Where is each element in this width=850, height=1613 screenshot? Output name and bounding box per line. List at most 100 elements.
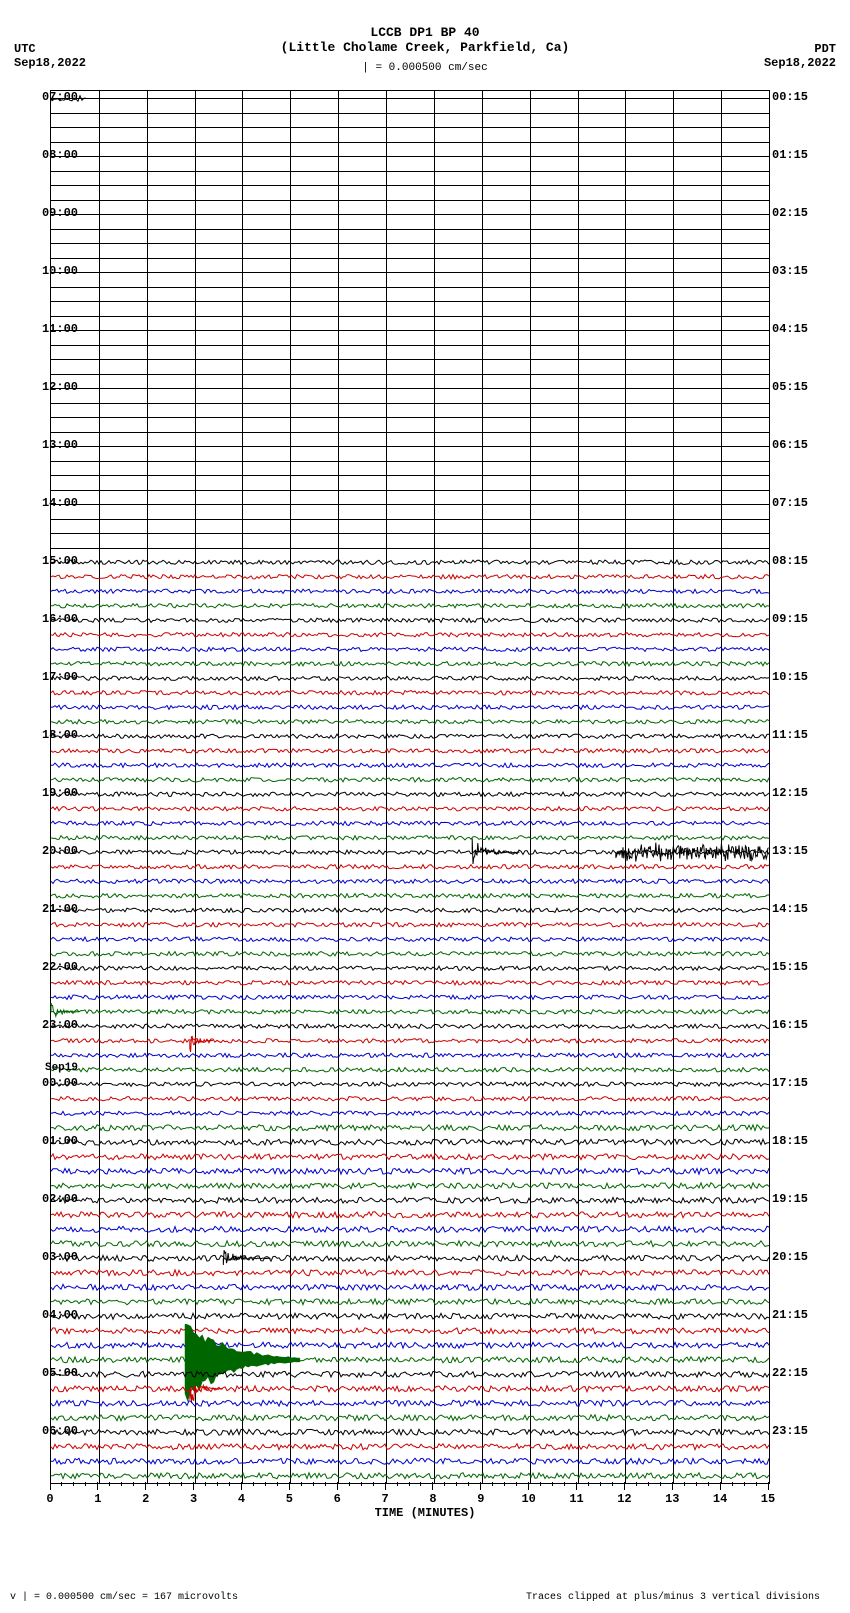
y-right-label: 20:15	[772, 1250, 842, 1264]
x-minor-tick	[169, 1482, 170, 1486]
y-left-label: 18:00	[18, 728, 78, 742]
seismogram-page: LCCB DP1 BP 40 (Little Cholame Creek, Pa…	[0, 0, 850, 1613]
x-tick-label: 1	[94, 1492, 101, 1506]
date-marker: Sep19	[18, 1062, 78, 1074]
tz-right-label: PDT	[814, 42, 836, 56]
title-line1: LCCB DP1 BP 40	[0, 25, 850, 40]
x-minor-tick	[564, 1482, 565, 1486]
x-tick-label: 9	[477, 1492, 484, 1506]
y-left-label: 12:00	[18, 380, 78, 394]
y-left-label: 08:00	[18, 148, 78, 162]
x-minor-tick	[205, 1482, 206, 1486]
y-right-label: 22:15	[772, 1366, 842, 1380]
x-tick-label: 12	[617, 1492, 631, 1506]
chart-header: LCCB DP1 BP 40 (Little Cholame Creek, Pa…	[0, 25, 850, 55]
x-minor-tick	[313, 1482, 314, 1486]
x-minor-tick	[289, 1482, 290, 1486]
x-minor-tick	[193, 1482, 194, 1486]
y-left-label: 01:00	[18, 1134, 78, 1148]
x-minor-tick	[265, 1482, 266, 1486]
title-line2: (Little Cholame Creek, Parkfield, Ca)	[0, 40, 850, 55]
x-minor-tick	[373, 1482, 374, 1486]
x-tick-label: 8	[429, 1492, 436, 1506]
x-minor-tick	[528, 1482, 529, 1486]
x-minor-tick	[588, 1482, 589, 1486]
y-left-label: 03:00	[18, 1250, 78, 1264]
y-left-label: 13:00	[18, 438, 78, 452]
x-tick-label: 7	[381, 1492, 388, 1506]
y-right-label: 17:15	[772, 1076, 842, 1090]
x-minor-tick	[325, 1482, 326, 1486]
y-right-label: 08:15	[772, 554, 842, 568]
y-right-label: 03:15	[772, 264, 842, 278]
x-minor-tick	[768, 1482, 769, 1486]
x-minor-tick	[576, 1482, 577, 1486]
y-right-label: 19:15	[772, 1192, 842, 1206]
y-left-label: 06:00	[18, 1424, 78, 1438]
x-minor-tick	[756, 1482, 757, 1486]
y-right-label: 11:15	[772, 728, 842, 742]
footer-left: v | = 0.000500 cm/sec = 167 microvolts	[10, 1592, 238, 1603]
x-minor-tick	[624, 1482, 625, 1486]
x-minor-tick	[636, 1482, 637, 1486]
x-minor-tick	[732, 1482, 733, 1486]
x-minor-tick	[492, 1482, 493, 1486]
x-minor-tick	[253, 1482, 254, 1486]
y-left-label: 10:00	[18, 264, 78, 278]
y-right-label: 18:15	[772, 1134, 842, 1148]
x-tick-label: 13	[665, 1492, 679, 1506]
x-minor-tick	[432, 1482, 433, 1486]
footer-right: Traces clipped at plus/minus 3 vertical …	[526, 1592, 820, 1603]
x-minor-tick	[480, 1482, 481, 1486]
y-left-label: 20:00	[18, 844, 78, 858]
x-tick-label: 6	[334, 1492, 341, 1506]
x-minor-tick	[85, 1482, 86, 1486]
y-right-label: 00:15	[772, 90, 842, 104]
x-minor-tick	[720, 1482, 721, 1486]
y-right-label: 05:15	[772, 380, 842, 394]
y-right-label: 13:15	[772, 844, 842, 858]
x-minor-tick	[133, 1482, 134, 1486]
y-left-label: 16:00	[18, 612, 78, 626]
y-left-label: 19:00	[18, 786, 78, 800]
x-minor-tick	[744, 1482, 745, 1486]
x-minor-tick	[672, 1482, 673, 1486]
y-left-label: 04:00	[18, 1308, 78, 1322]
y-right-label: 21:15	[772, 1308, 842, 1322]
x-minor-tick	[660, 1482, 661, 1486]
scale-note: | = 0.000500 cm/sec	[0, 62, 850, 74]
y-left-label: 09:00	[18, 206, 78, 220]
x-tick-label: 15	[761, 1492, 775, 1506]
x-minor-tick	[409, 1482, 410, 1486]
x-minor-tick	[121, 1482, 122, 1486]
x-minor-tick	[612, 1482, 613, 1486]
y-right-label: 16:15	[772, 1018, 842, 1032]
y-left-label: 02:00	[18, 1192, 78, 1206]
x-minor-tick	[50, 1482, 51, 1486]
x-minor-tick	[397, 1482, 398, 1486]
x-minor-tick	[97, 1482, 98, 1486]
x-minor-tick	[648, 1482, 649, 1486]
x-minor-tick	[468, 1482, 469, 1486]
x-minor-tick	[61, 1482, 62, 1486]
x-minor-tick	[456, 1482, 457, 1486]
y-right-label: 07:15	[772, 496, 842, 510]
x-tick-label: 0	[46, 1492, 53, 1506]
x-tick-label: 14	[713, 1492, 727, 1506]
y-left-label: 00:00	[18, 1076, 78, 1090]
date-left-label: Sep18,2022	[14, 56, 86, 70]
seismogram-plot	[50, 90, 770, 1484]
x-minor-tick	[301, 1482, 302, 1486]
x-minor-tick	[600, 1482, 601, 1486]
x-minor-tick	[73, 1482, 74, 1486]
y-left-label: 21:00	[18, 902, 78, 916]
x-minor-tick	[516, 1482, 517, 1486]
y-right-label: 15:15	[772, 960, 842, 974]
x-minor-tick	[145, 1482, 146, 1486]
tz-left-label: UTC	[14, 42, 36, 56]
x-minor-tick	[540, 1482, 541, 1486]
x-minor-tick	[420, 1482, 421, 1486]
x-minor-tick	[337, 1482, 338, 1486]
x-minor-tick	[109, 1482, 110, 1486]
x-tick-label: 3	[190, 1492, 197, 1506]
